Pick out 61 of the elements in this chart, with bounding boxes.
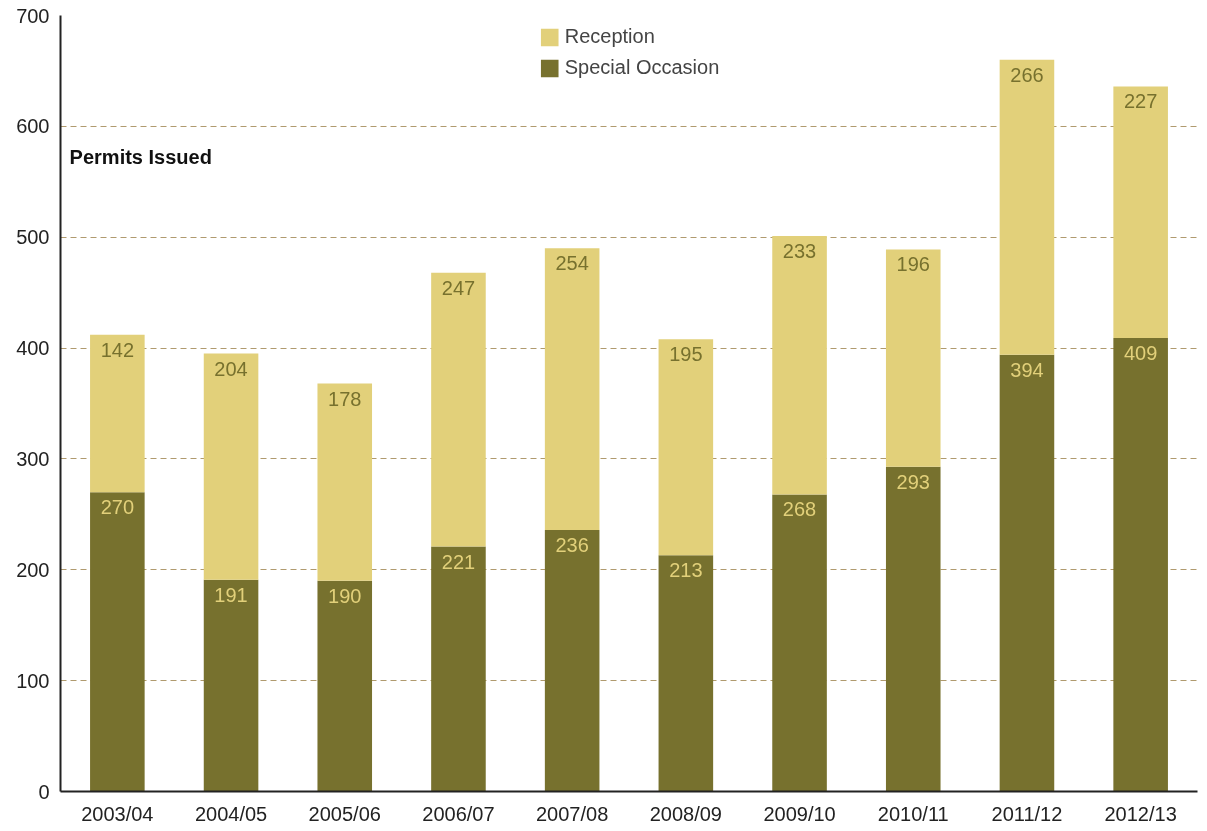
bar	[544, 529, 600, 792]
data-label: 204	[214, 357, 248, 380]
bar	[999, 354, 1055, 792]
data-label: 293	[896, 470, 930, 493]
bar	[658, 339, 714, 556]
x-tick-label: 2005/06	[308, 802, 381, 825]
x-tick-label: 2004/05	[194, 802, 268, 825]
legend-label: Special Occasion	[564, 56, 720, 79]
data-label: 247	[441, 276, 476, 299]
bar	[658, 555, 714, 792]
x-tick-label: 2008/09	[649, 802, 722, 825]
data-label: 213	[669, 559, 703, 582]
bar	[203, 579, 259, 792]
y-tick-label: 500	[16, 226, 50, 249]
bar	[203, 353, 259, 580]
x-tick-label: 2010/11	[877, 802, 949, 825]
data-label: 191	[214, 583, 248, 606]
bar	[431, 546, 486, 792]
bar	[1113, 86, 1168, 339]
bar	[1113, 338, 1168, 792]
data-label: 394	[1010, 358, 1044, 381]
data-label: 142	[100, 338, 135, 361]
data-label: 227	[1123, 90, 1158, 113]
y-tick-label: 400	[16, 337, 50, 360]
bar	[885, 249, 941, 467]
x-tick-label: 2007/08	[536, 802, 609, 825]
data-label: 233	[782, 240, 817, 263]
bar	[431, 272, 486, 547]
y-tick-label: 300	[16, 447, 50, 470]
bar	[317, 580, 373, 792]
bar	[90, 492, 145, 792]
y-tick-label: 100	[16, 669, 50, 692]
x-tick-label: 2011/12	[991, 802, 1063, 825]
x-tick-label: 2012/13	[1104, 802, 1177, 825]
y-tick-label: 700	[16, 4, 50, 27]
data-label: 178	[328, 387, 362, 410]
bar	[999, 59, 1055, 355]
bar	[90, 334, 145, 493]
x-tick-label: 2003/04	[81, 802, 154, 825]
data-label: 236	[555, 533, 589, 556]
data-label: 254	[555, 252, 589, 275]
text: Permits Issued	[69, 145, 212, 168]
data-label: 221	[441, 550, 476, 573]
bar	[544, 248, 600, 530]
bar	[772, 494, 827, 792]
legend-label: Reception	[564, 25, 655, 48]
bar	[885, 466, 941, 792]
data-label: 195	[669, 343, 703, 366]
bar	[772, 236, 827, 495]
y-tick-label: 200	[16, 558, 50, 581]
y-tick-label: 0	[38, 780, 50, 803]
x-tick-label: 2009/10	[763, 802, 836, 825]
x-tick-label: 2006/07	[422, 802, 495, 825]
y-tick-label: 600	[16, 115, 50, 138]
data-label: 190	[328, 584, 362, 607]
data-label: 270	[100, 496, 135, 519]
data-label: 266	[1010, 63, 1044, 86]
data-label: 268	[782, 498, 817, 521]
bar	[317, 383, 373, 581]
data-label: 409	[1123, 342, 1158, 365]
data-label: 196	[896, 253, 930, 276]
